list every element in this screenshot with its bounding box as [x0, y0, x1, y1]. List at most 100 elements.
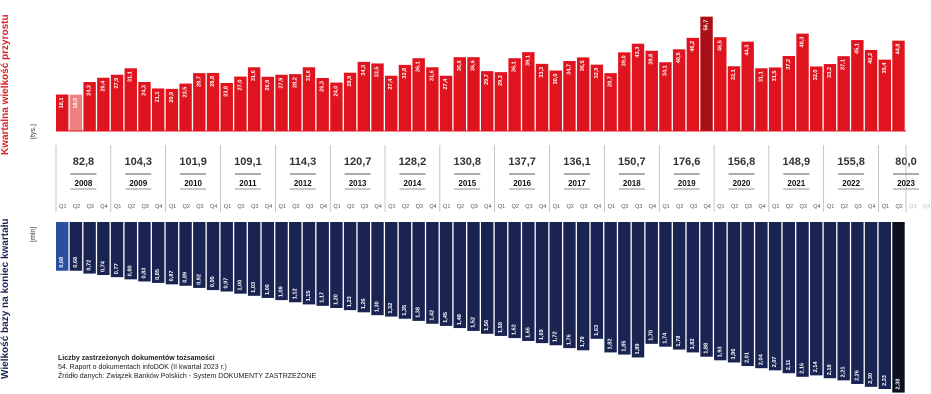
base-bar — [741, 222, 754, 367]
growth-value-label: 33,2 — [827, 67, 833, 78]
growth-bar — [206, 72, 220, 131]
base-value-label: 1,74 — [662, 332, 668, 344]
base-bar — [481, 222, 494, 334]
growth-bar — [727, 66, 741, 131]
top-axis-label: Kwartalna wielkość przyrostu — [0, 14, 11, 156]
growth-value-label: 21,1 — [155, 91, 161, 102]
year-label: 2010 — [184, 179, 202, 188]
year-total: 150,7 — [618, 156, 646, 168]
growth-value-label: 48,3 — [800, 37, 806, 48]
base-value-label: 1,03 — [251, 282, 257, 293]
growth-value-label: 40,5 — [676, 52, 682, 63]
base-value-label: 1,32 — [388, 303, 394, 314]
growth-value-label: 32,1 — [731, 69, 737, 80]
growth-bar — [796, 33, 809, 131]
quarter-label: Q4 — [429, 204, 436, 210]
quarter-label: Q2 — [128, 204, 135, 210]
quarter-label: Q4 — [320, 204, 327, 210]
quarter-label: Q1 — [882, 204, 889, 210]
growth-bar — [343, 72, 357, 131]
year-total: 176,6 — [673, 156, 701, 168]
growth-value-label: 27,9 — [114, 78, 120, 89]
base-value-label: 1,12 — [292, 288, 298, 299]
base-value-label: 1,82 — [608, 339, 614, 350]
quarter-label: Q2 — [841, 204, 848, 210]
growth-bar — [220, 83, 233, 131]
growth-value-label: 39,8 — [649, 54, 655, 65]
quarter-label: Q1 — [279, 204, 286, 210]
growth-value-label: 26,3 — [320, 81, 326, 92]
base-bar — [631, 222, 645, 358]
base-value-label: 1,48 — [457, 314, 463, 325]
base-bar — [275, 222, 288, 301]
quarter-label: Q3 — [635, 204, 642, 210]
base-bar — [672, 222, 686, 350]
quarter-label: Q3 — [306, 204, 313, 210]
quarter-label: Q2 — [786, 204, 793, 210]
growth-bar — [467, 57, 480, 131]
base-bar — [782, 222, 796, 374]
growth-value-label: 37,2 — [786, 59, 792, 70]
quarter-label: Q1 — [827, 204, 834, 210]
growth-bar — [110, 74, 124, 131]
growth-value-label: 32,9 — [594, 68, 600, 79]
base-value-label: 0,85 — [155, 269, 161, 280]
base-value-label: 2,33 — [882, 375, 888, 386]
growth-bar — [659, 62, 672, 132]
quarter-label: Q1 — [662, 204, 669, 210]
year-label: 2012 — [294, 179, 312, 188]
growth-bar — [864, 49, 878, 131]
growth-bar — [576, 57, 590, 131]
base-bar — [563, 222, 576, 349]
growth-value-label: 31,1 — [758, 71, 764, 82]
growth-bar — [851, 40, 864, 131]
base-value-label: 0,89 — [183, 272, 189, 283]
quarter-label: Q1 — [59, 204, 66, 210]
base-bar — [768, 222, 782, 371]
growth-value-label: 27,4 — [443, 78, 449, 90]
base-value-label: 2,07 — [772, 356, 778, 367]
growth-bar — [494, 72, 508, 131]
growth-value-label: 23,5 — [183, 87, 189, 98]
quarter-label: Q3 — [87, 204, 94, 210]
base-value-label: 1,76 — [566, 334, 572, 345]
base-bar — [645, 222, 658, 344]
base-value-label: 1,38 — [416, 307, 422, 318]
growth-bar — [768, 67, 782, 131]
source-note: Liczby zastrzeżonych dokumentów tożsamoś… — [58, 354, 358, 381]
quarter-label: Q4 — [265, 204, 272, 210]
base-value-label: 0,87 — [169, 270, 175, 281]
growth-value-label: 32,8 — [402, 68, 408, 79]
quarter-label: Q2 — [676, 204, 683, 210]
base-bar — [165, 222, 179, 285]
base-bar — [385, 222, 398, 317]
base-bar — [371, 222, 384, 316]
year-label: 2020 — [733, 179, 751, 188]
growth-bar — [302, 67, 316, 131]
growth-bar — [316, 77, 329, 131]
growth-value-label: 28,7 — [608, 76, 614, 87]
source-line1: 54. Raport o dokumentach infoDOK (II kwa… — [58, 364, 227, 371]
base-bar — [220, 222, 233, 292]
base-bar — [439, 222, 453, 326]
base-bar — [576, 222, 590, 351]
growth-value-label: 28,9 — [347, 76, 353, 87]
year-total: 82,8 — [73, 156, 94, 168]
quarter-label: Q3 — [196, 204, 203, 210]
quarter-label: Q3 — [361, 204, 368, 210]
growth-value-label: 33,5 — [375, 66, 381, 77]
quarter-label: Q2 — [566, 204, 573, 210]
base-value-label: 1,15 — [306, 291, 312, 302]
quarter-label: Q1 — [772, 204, 779, 210]
base-value-label: 2,26 — [854, 370, 860, 381]
quarter-label: Q2 — [731, 204, 738, 210]
base-bar — [69, 222, 83, 271]
quarter-label: Q4 — [704, 204, 711, 210]
growth-value-label: 24,3 — [141, 85, 147, 96]
base-bar — [522, 222, 535, 341]
base-bar — [618, 222, 631, 355]
base-value-label: 1,69 — [539, 329, 545, 340]
growth-bar — [97, 77, 110, 131]
base-value-label: 2,18 — [827, 364, 833, 375]
quarter-label: Q2 — [347, 204, 354, 210]
